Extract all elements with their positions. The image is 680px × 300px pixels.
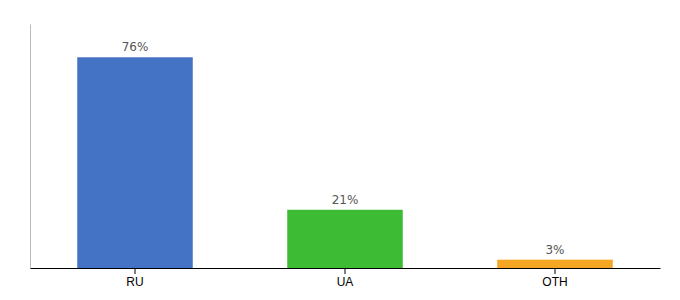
bar [77,57,193,268]
x-axis: RU UA OTH [31,268,661,289]
x-tick-mark [135,268,136,274]
bar [287,210,403,268]
x-tick: UA [337,268,354,289]
bar [497,260,613,268]
x-tick: RU [126,268,143,289]
x-tick: OTH [542,268,567,289]
data-label: 3% [545,243,564,257]
x-tick-label: RU [126,275,143,289]
chart-container: RU UA OTH 76% 21% 3% [0,0,680,300]
x-tick-label: UA [337,275,354,289]
x-tick-mark [555,268,556,274]
data-label: 21% [332,193,359,207]
chart-svg: RU UA OTH 76% 21% 3% [0,0,680,300]
x-tick-mark [345,268,346,274]
plot-area: RU UA OTH 76% 21% 3% [31,25,661,289]
data-label: 76% [122,40,149,54]
y-axis [30,25,31,269]
y-axis-line [30,25,31,269]
x-tick-label: OTH [542,275,567,289]
bars [77,57,613,268]
data-labels: 76% 21% 3% [122,40,565,256]
